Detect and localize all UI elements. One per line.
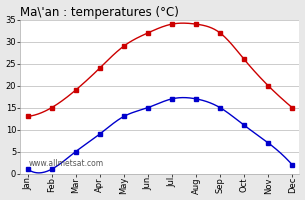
Text: Ma\'an : temperatures (°C): Ma\'an : temperatures (°C) [20, 6, 179, 19]
Text: www.allmetsat.com: www.allmetsat.com [29, 159, 104, 168]
